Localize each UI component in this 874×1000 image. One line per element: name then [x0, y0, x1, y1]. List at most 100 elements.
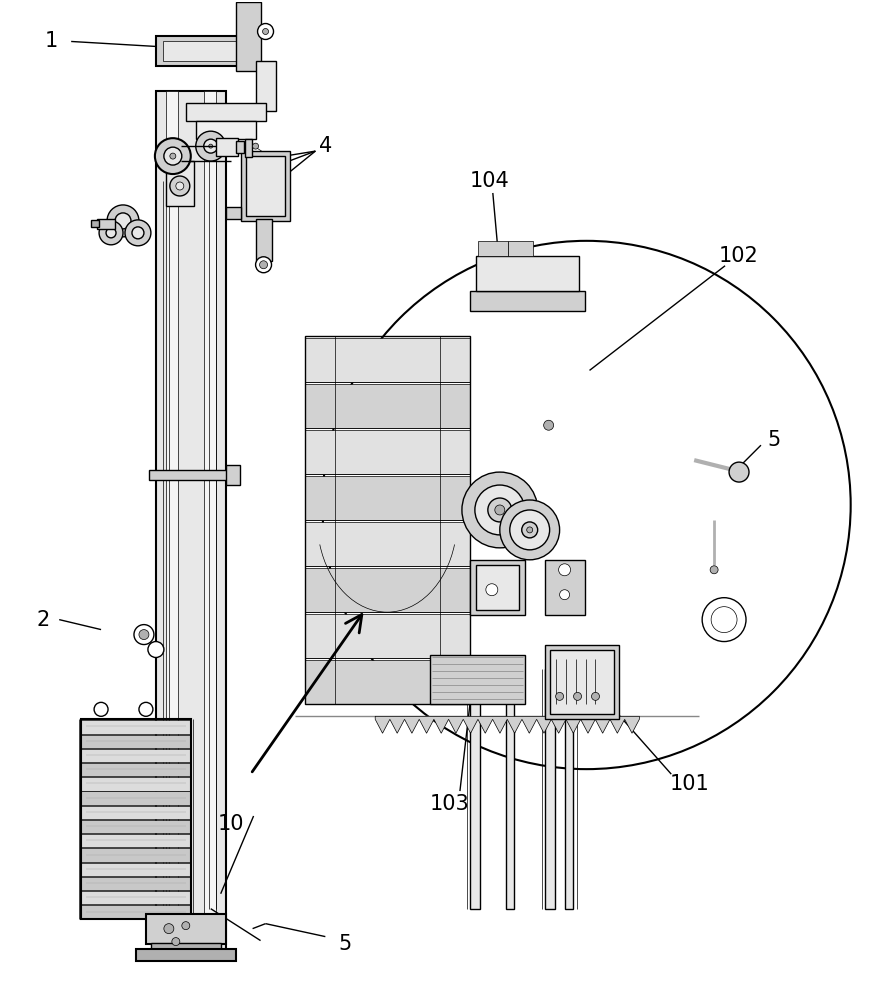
- Bar: [216, 138, 238, 156]
- Bar: [478, 241, 508, 256]
- Circle shape: [462, 472, 538, 548]
- Bar: [156, 91, 225, 959]
- Bar: [430, 655, 524, 704]
- Circle shape: [209, 144, 212, 148]
- Circle shape: [163, 924, 174, 934]
- Circle shape: [262, 29, 268, 34]
- Bar: [81, 891, 191, 904]
- Bar: [545, 560, 585, 615]
- Circle shape: [125, 220, 151, 246]
- Bar: [305, 384, 470, 428]
- Bar: [81, 848, 191, 862]
- Bar: [305, 660, 470, 704]
- Bar: [146, 914, 225, 944]
- Polygon shape: [375, 716, 640, 733]
- Bar: [470, 560, 524, 615]
- Text: 102: 102: [719, 246, 759, 266]
- Circle shape: [556, 692, 564, 700]
- Bar: [246, 156, 286, 216]
- Bar: [81, 820, 191, 833]
- Bar: [186, 103, 266, 121]
- Bar: [81, 834, 191, 847]
- Bar: [305, 476, 470, 520]
- Text: 5: 5: [767, 430, 780, 450]
- Circle shape: [510, 510, 550, 550]
- Circle shape: [107, 205, 139, 237]
- Bar: [225, 465, 239, 485]
- Bar: [255, 61, 275, 111]
- Circle shape: [255, 257, 272, 273]
- Text: 103: 103: [430, 794, 470, 814]
- Circle shape: [148, 642, 163, 657]
- Bar: [550, 650, 614, 714]
- Bar: [245, 139, 252, 157]
- Text: 4: 4: [319, 136, 332, 156]
- Text: 101: 101: [669, 774, 709, 794]
- Bar: [565, 669, 572, 909]
- Circle shape: [573, 692, 581, 700]
- Bar: [545, 669, 555, 909]
- Bar: [81, 720, 191, 734]
- Circle shape: [527, 527, 532, 533]
- Circle shape: [495, 505, 505, 515]
- Bar: [305, 522, 470, 566]
- Bar: [305, 568, 470, 612]
- Bar: [81, 763, 191, 776]
- Bar: [166, 161, 194, 206]
- Circle shape: [139, 702, 153, 716]
- Circle shape: [170, 176, 190, 196]
- Circle shape: [475, 485, 524, 535]
- Bar: [470, 669, 480, 909]
- Text: 104: 104: [470, 171, 510, 191]
- Bar: [305, 336, 470, 704]
- Circle shape: [500, 500, 559, 560]
- Bar: [149, 470, 239, 480]
- Bar: [81, 749, 191, 762]
- Bar: [475, 256, 579, 291]
- Circle shape: [182, 922, 190, 930]
- Circle shape: [115, 213, 131, 229]
- Circle shape: [106, 228, 116, 238]
- Circle shape: [559, 590, 570, 600]
- Circle shape: [170, 153, 176, 159]
- Bar: [81, 877, 191, 890]
- Bar: [81, 806, 191, 819]
- Bar: [236, 2, 260, 71]
- Circle shape: [196, 131, 225, 161]
- Circle shape: [172, 938, 180, 946]
- Circle shape: [729, 462, 749, 482]
- Bar: [163, 41, 243, 61]
- Bar: [508, 241, 532, 256]
- Bar: [91, 220, 99, 227]
- Circle shape: [323, 241, 850, 769]
- Bar: [81, 719, 191, 919]
- Bar: [305, 338, 470, 382]
- Text: 5: 5: [338, 934, 352, 954]
- Bar: [470, 291, 585, 311]
- Text: 1: 1: [45, 31, 58, 51]
- Bar: [151, 943, 221, 959]
- Bar: [545, 645, 620, 719]
- Circle shape: [134, 625, 154, 645]
- Bar: [81, 777, 191, 791]
- Text: 10: 10: [218, 814, 244, 834]
- Circle shape: [176, 182, 184, 190]
- Circle shape: [544, 420, 553, 430]
- Circle shape: [132, 227, 144, 239]
- Circle shape: [260, 261, 267, 269]
- Circle shape: [592, 692, 600, 700]
- Circle shape: [253, 143, 259, 149]
- Bar: [225, 207, 240, 219]
- Bar: [81, 905, 191, 919]
- Circle shape: [522, 522, 538, 538]
- Circle shape: [702, 598, 746, 642]
- Bar: [97, 219, 115, 229]
- Bar: [81, 735, 191, 748]
- Circle shape: [488, 498, 512, 522]
- Bar: [196, 121, 255, 139]
- Bar: [506, 669, 514, 909]
- Circle shape: [163, 147, 182, 165]
- Bar: [305, 614, 470, 658]
- Bar: [236, 141, 244, 153]
- Circle shape: [94, 702, 108, 716]
